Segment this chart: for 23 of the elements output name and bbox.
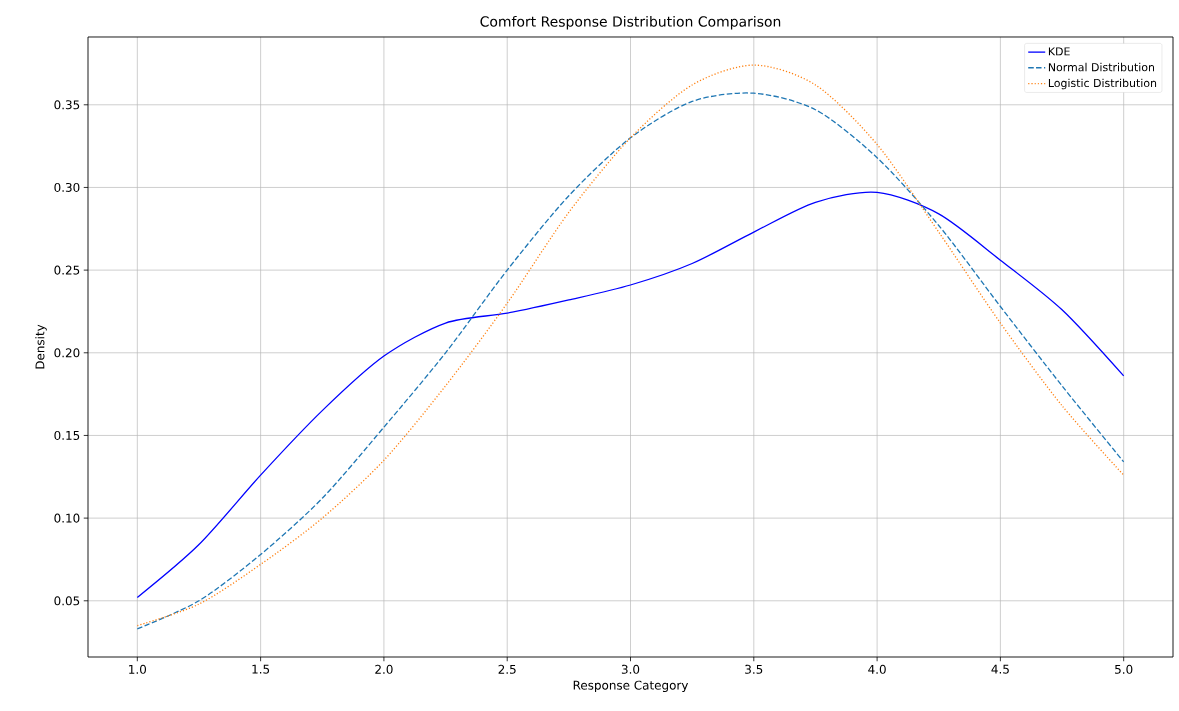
x-tick-label: 2.5: [498, 664, 516, 674]
x-axis-title: Response Category: [573, 680, 689, 693]
x-tick-label: 3.0: [621, 664, 640, 674]
legend-label: KDE: [1048, 47, 1070, 56]
y-tick-label: 0.15: [54, 430, 80, 440]
legend-label: Normal Distribution: [1048, 62, 1155, 72]
x-tick-label: 5.0: [1115, 664, 1133, 674]
legend-label: Logistic Distribution: [1048, 78, 1157, 90]
y-tick-label: 0.35: [54, 100, 80, 110]
x-tick-label: 4.5: [991, 664, 1009, 674]
y-tick-label: 0.10: [54, 513, 80, 523]
y-axis-title: Density: [35, 324, 47, 369]
x-tick-label: 1.0: [129, 664, 147, 674]
y-tick-label: 0.05: [54, 596, 80, 606]
y-tick-label: 0.20: [54, 348, 80, 358]
x-tick-label: 1.5: [252, 664, 270, 674]
y-tick-label: 0.25: [54, 265, 80, 275]
line-series: [136, 191, 1125, 599]
x-tick-label: 2.0: [375, 664, 393, 674]
y-tick-label: 0.30: [54, 182, 80, 192]
chart-title: Comfort Response Distribution Comparison: [480, 15, 781, 30]
x-tick-label: 3.5: [745, 664, 763, 674]
x-tick-label: 4.0: [868, 664, 886, 674]
